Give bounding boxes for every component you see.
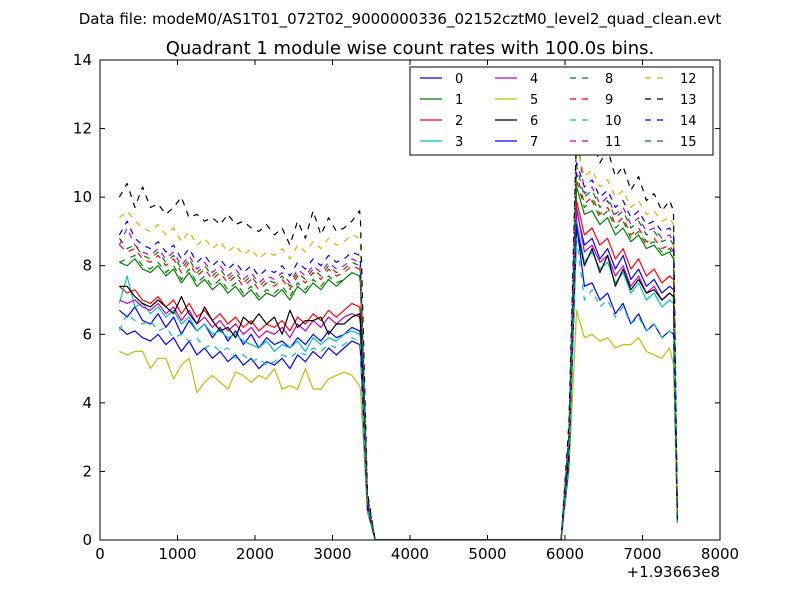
legend-label-10: 10 (605, 114, 622, 129)
legend-label-5: 5 (530, 93, 538, 108)
y-tick-label: 12 (73, 120, 92, 138)
legend-label-3: 3 (455, 135, 463, 150)
legend-box (409, 66, 714, 156)
y-tick-label: 10 (73, 188, 92, 206)
legend-label-14: 14 (680, 114, 697, 129)
x-tick-label: 2000 (236, 545, 274, 563)
series-line-10 (118, 237, 678, 540)
y-tick-label: 0 (82, 531, 92, 549)
x-offset-label: +1.93663e8 (627, 563, 720, 581)
legend-label-8: 8 (605, 72, 613, 87)
y-tick-label: 2 (82, 462, 92, 480)
series-layer (118, 128, 678, 540)
series-line-12 (119, 145, 678, 540)
series-line-11 (118, 128, 678, 540)
y-tick-label: 4 (82, 394, 92, 412)
series-line-6 (119, 227, 678, 540)
legend-label-4: 4 (530, 72, 538, 87)
series-line-2 (119, 200, 678, 540)
legend-label-15: 15 (680, 135, 697, 150)
legend-label-6: 6 (530, 114, 538, 129)
series-line-13 (118, 128, 678, 540)
y-tick-label: 6 (82, 325, 92, 343)
series-line-5 (119, 309, 678, 540)
legend-label-13: 13 (680, 93, 697, 108)
legend-label-0: 0 (455, 72, 463, 87)
x-tick-label: 5000 (468, 545, 506, 563)
series-line-14 (118, 162, 678, 540)
y-tick-label: 8 (82, 257, 92, 275)
series-line-3 (118, 220, 678, 540)
series-line-15 (119, 179, 678, 540)
series-line-1 (119, 186, 678, 540)
series-line-9 (118, 172, 678, 540)
x-tick-label: 4000 (391, 545, 429, 563)
x-tick-label: 3000 (313, 545, 351, 563)
chart-title: Quadrant 1 module wise count rates with … (166, 38, 655, 59)
legend-label-12: 12 (680, 72, 697, 87)
x-tick-label: 0 (95, 545, 105, 563)
x-tick-label: 6000 (546, 545, 584, 563)
series-line-0 (119, 210, 678, 540)
data-file-label: Data file: modeM0/AS1T01_072T02_90000003… (79, 10, 722, 29)
series-line-4 (119, 206, 678, 540)
x-tick-label: 8000 (701, 545, 739, 563)
x-tick-label: 7000 (623, 545, 661, 563)
series-line-8 (118, 165, 678, 540)
x-tick-label: 1000 (158, 545, 196, 563)
y-tick-label: 14 (73, 51, 92, 69)
legend-label-11: 11 (605, 135, 622, 150)
legend-label-7: 7 (530, 135, 538, 150)
legend-label-1: 1 (455, 93, 463, 108)
legend-label-9: 9 (605, 93, 613, 108)
series-line-7 (118, 224, 678, 540)
axis-layer: 0 1000 2000 3000 4000 5000 6000 7000 80000246810… (73, 51, 739, 563)
legend-label-2: 2 (455, 114, 463, 129)
